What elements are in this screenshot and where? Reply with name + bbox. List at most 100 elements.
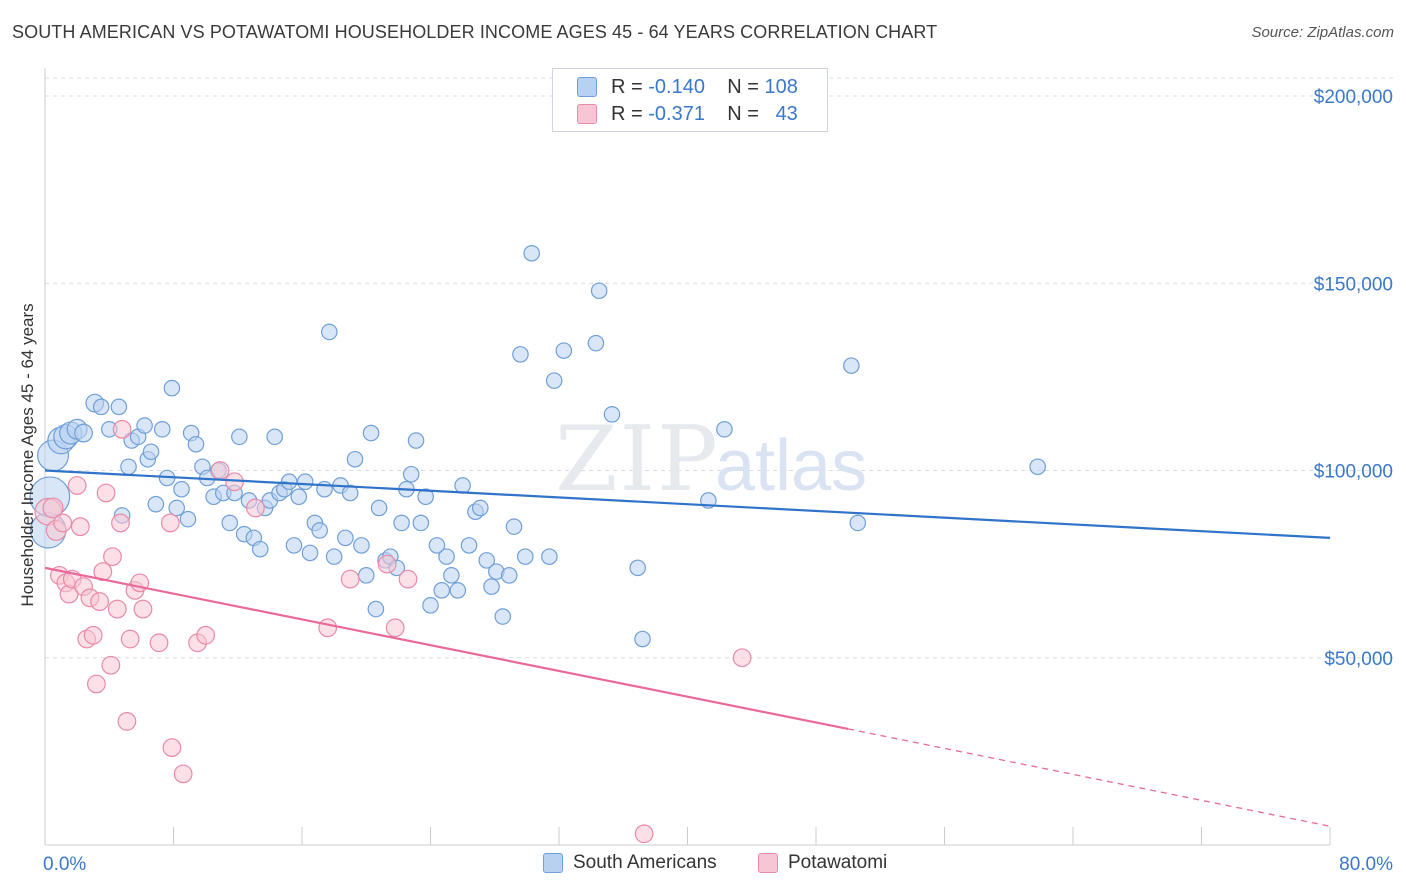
legend-swatch-pink [577,104,597,124]
point-south-americans [187,435,205,453]
tick-labels: $50,000 $100,000 $150,000 $200,000 0.0% 80.0% [43,87,1393,875]
bottom-legend-swatch-blue [543,853,563,873]
point-south-americans [590,282,608,300]
point-south-americans [251,540,269,558]
point-south-americans [634,630,651,648]
point-south-americans [443,567,460,584]
point-south-americans [362,424,380,442]
point-south-americans [92,398,110,416]
point-south-americans [603,406,621,423]
point-potawatomi [210,461,230,480]
point-south-americans [494,608,512,625]
point-south-americans [629,559,647,577]
trend-line-potawatomi [44,566,849,730]
point-south-americans [296,473,314,491]
point-potawatomi [196,625,216,645]
point-potawatomi [86,674,106,694]
point-potawatomi [42,497,64,519]
watermark-atlas: atlas [715,426,867,506]
legend-swatch-blue [577,77,597,97]
point-south-americans [460,537,478,554]
point-south-americans [173,480,190,498]
chart-title: SOUTH AMERICAN VS POTAWATOMI HOUSEHOLDER… [12,22,938,42]
point-south-americans [849,514,867,532]
point-south-americans [433,582,451,599]
point-south-americans [555,342,573,359]
bottom-legend-swatch-pink [758,853,778,873]
point-south-americans [471,499,489,517]
x-tick-label-right: 80.0% [1339,854,1393,875]
point-south-americans [341,484,359,502]
point-potawatomi [103,547,122,567]
point-potawatomi [385,618,405,638]
point-south-americans [505,518,523,535]
y-tick-label: $200,000 [1314,87,1393,108]
point-south-americans [412,514,430,532]
point-potawatomi [133,599,153,619]
point-potawatomi [634,824,654,844]
point-potawatomi [377,554,397,574]
point-south-americans [843,357,860,374]
stats-legend: R = -0.140 N = 108 R = -0.371 N = 43 [552,68,828,132]
point-south-americans [523,244,540,262]
point-south-americans [402,465,420,483]
point-potawatomi [398,569,418,589]
point-south-americans [346,450,364,468]
point-south-americans [587,334,605,352]
y-tick-label: $50,000 [1324,649,1393,670]
point-south-americans [153,421,171,438]
point-potawatomi [732,648,752,668]
point-south-americans [353,537,370,554]
watermark-zip: ZIP [555,407,720,512]
y-tick-label: $100,000 [1314,462,1393,483]
point-south-americans [483,578,500,595]
legend-row-south-americans: R = -0.140 N = 108 [577,75,798,99]
point-south-americans [370,499,388,517]
point-south-americans [541,548,558,565]
trend-line-south-americans [44,469,1331,540]
point-south-americans [147,495,165,513]
legend-r-label: R = [611,102,643,125]
point-potawatomi [70,517,90,537]
point-south-americans [393,514,410,532]
point-south-americans [1029,458,1046,476]
point-south-americans [290,488,308,506]
point-south-americans [110,398,128,416]
bottom-legend-potawatomi: Potawatomi [758,852,887,874]
point-south-americans [500,567,518,584]
point-south-americans [449,582,467,599]
point-south-americans [136,417,153,434]
x-tick-label-left: 0.0% [43,854,86,875]
point-potawatomi [149,633,169,653]
point-south-americans [280,473,298,491]
point-south-americans [454,477,471,494]
point-south-americans [231,428,248,446]
point-potawatomi [96,483,116,503]
legend-row-potawatomi: R = -0.371 N = 43 [577,102,798,126]
bottom-legend-south-americans: South Americans [543,852,717,874]
legend-r-value: -0.140 [648,75,705,98]
y-tick-label: $150,000 [1314,274,1393,295]
point-potawatomi [83,625,103,645]
data-points [29,244,1046,844]
point-south-americans [428,537,446,554]
point-potawatomi [112,419,132,439]
point-potawatomi [160,513,180,533]
legend-n-label: N = [727,75,759,98]
point-south-americans [321,323,338,341]
point-south-americans [221,514,239,532]
point-south-americans [74,423,93,443]
point-potawatomi [318,618,338,638]
legend-n-value: 43 [775,102,798,125]
bottom-legend-label: Potawatomi [788,852,888,873]
point-south-americans [716,421,733,438]
grid [45,77,1395,659]
point-potawatomi [67,476,87,495]
source-credit: Source: ZipAtlas.com [1251,24,1394,41]
point-south-americans [142,443,160,461]
legend-n-value: 108 [764,75,798,98]
point-south-americans [301,544,319,562]
point-south-americans [516,548,534,565]
point-potawatomi [340,569,360,589]
